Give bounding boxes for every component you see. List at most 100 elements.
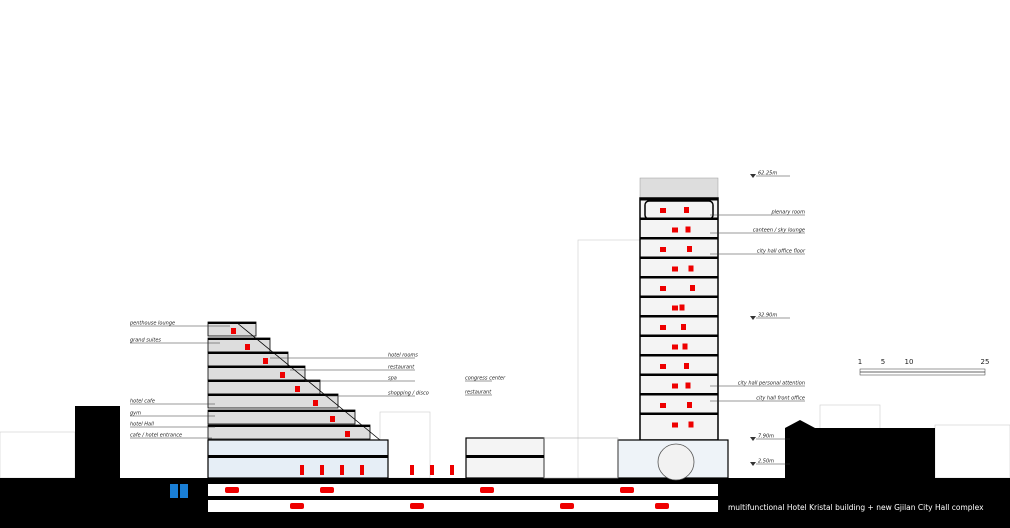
car — [620, 487, 634, 493]
car — [560, 503, 574, 509]
label: plenary room — [770, 210, 805, 216]
furniture — [672, 305, 678, 311]
slab — [208, 352, 288, 354]
label: city hall office floor — [757, 249, 806, 255]
hotel-floor — [207, 393, 339, 409]
hotel-floor — [207, 337, 271, 353]
icon — [180, 484, 188, 498]
slab — [640, 276, 718, 279]
people — [450, 465, 454, 475]
furniture — [660, 325, 666, 330]
furniture — [231, 328, 236, 334]
label: penthouse lounge — [129, 321, 175, 327]
level-marker — [750, 174, 756, 178]
people — [430, 465, 434, 475]
labels: penthouse lounge grand suites hotel cafe gy… — [129, 171, 806, 466]
dome — [657, 443, 695, 481]
slab — [640, 373, 718, 376]
car — [225, 487, 239, 493]
slab — [208, 410, 355, 412]
furniture — [679, 304, 685, 311]
plenary — [644, 200, 714, 220]
furniture — [660, 403, 666, 408]
slab — [640, 198, 718, 201]
furniture — [687, 402, 692, 408]
furniture — [263, 358, 268, 364]
level: 7.90m — [758, 434, 774, 440]
label: hotel cafe — [130, 399, 155, 405]
level-marker — [750, 462, 756, 466]
label: city hall personal attention — [738, 381, 805, 387]
furniture — [682, 343, 688, 350]
slab — [208, 425, 370, 427]
hotel-podium — [207, 439, 389, 479]
furniture — [672, 266, 678, 272]
furniture — [313, 400, 318, 406]
car — [655, 503, 669, 509]
scale-label: 25 — [981, 358, 990, 366]
level-marker — [750, 437, 756, 441]
hotel-floor — [207, 379, 321, 395]
label: cafe / hotel entrance — [130, 433, 182, 439]
slab — [208, 380, 320, 382]
furniture — [295, 386, 300, 392]
furniture — [681, 324, 686, 330]
furniture — [684, 363, 689, 369]
tower-cap — [639, 177, 719, 199]
car — [320, 487, 334, 493]
slab — [640, 315, 718, 318]
slab — [208, 366, 305, 368]
basement-1 — [208, 484, 718, 496]
people — [340, 465, 344, 475]
basement-2 — [208, 500, 718, 512]
label: grand suites — [130, 338, 161, 344]
furniture — [672, 227, 678, 233]
tower — [639, 197, 719, 441]
scale-label: 10 — [905, 358, 914, 366]
furniture — [672, 422, 678, 428]
label: city hall front office — [756, 396, 805, 402]
furniture — [660, 208, 666, 213]
furniture — [685, 226, 691, 233]
hotel-floor — [207, 365, 306, 381]
furniture — [280, 372, 285, 378]
furniture — [345, 431, 350, 437]
slab — [208, 394, 338, 396]
slab — [640, 256, 718, 259]
label: restaurant — [388, 365, 415, 371]
neighbour-left — [75, 406, 120, 478]
furniture — [685, 382, 691, 389]
slab — [640, 334, 718, 337]
car — [410, 503, 424, 509]
label: spa — [388, 376, 397, 382]
slab — [640, 393, 718, 396]
furniture — [672, 344, 678, 350]
slab — [640, 412, 718, 415]
label: congress center — [465, 376, 506, 382]
car — [480, 487, 494, 493]
buildings — [207, 177, 729, 509]
label: canteen / sky lounge — [753, 228, 805, 234]
neighbour-right — [785, 420, 935, 478]
slab — [640, 237, 718, 240]
furniture — [687, 246, 692, 252]
label: gym — [130, 411, 141, 417]
scale-label: 1 — [858, 358, 862, 366]
car — [290, 503, 304, 509]
caption: multifunctional Hotel Kristal building +… — [728, 503, 984, 512]
furniture — [660, 247, 666, 252]
furniture — [688, 421, 694, 428]
slab — [208, 455, 388, 458]
furniture — [690, 285, 695, 291]
scale-label: 5 — [881, 358, 885, 366]
furniture — [245, 344, 250, 350]
icon — [170, 484, 178, 498]
label: restaurant — [465, 390, 492, 396]
level: 32.90m — [758, 313, 777, 319]
furniture — [660, 364, 666, 369]
slab — [640, 354, 718, 357]
level: 2.50m — [758, 459, 774, 465]
label: hotel Hall — [130, 422, 154, 428]
label: shopping / disco — [388, 391, 429, 397]
